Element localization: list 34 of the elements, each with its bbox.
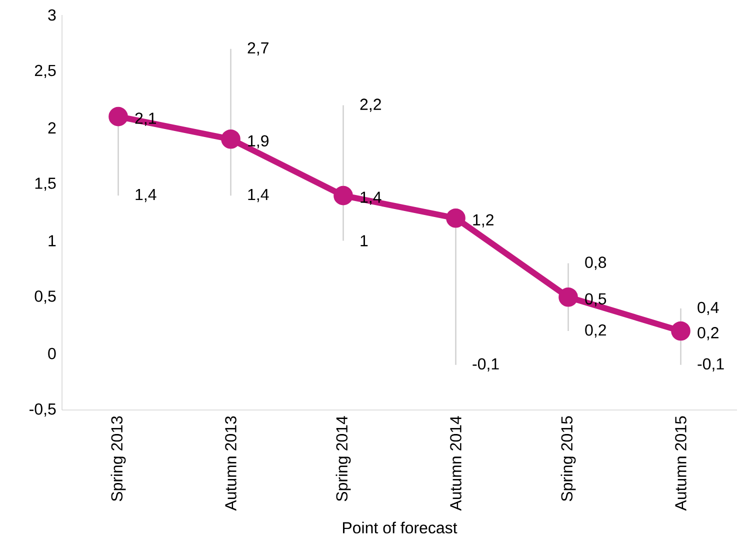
y-tick-label: 0,5 xyxy=(34,290,56,304)
point xyxy=(446,208,466,228)
x-tick-label: Autumn 2014 xyxy=(450,416,462,511)
y-tick-label: 0 xyxy=(48,348,56,360)
data-label: 0,2 xyxy=(698,327,718,340)
point xyxy=(334,186,353,206)
y-tick-label: 3 xyxy=(48,9,56,21)
annotation: 1 xyxy=(360,235,368,246)
point xyxy=(108,106,128,126)
x-tick-label: Autumn 2015 xyxy=(675,416,686,511)
x-tick-label: Spring 2014 xyxy=(336,416,351,502)
annotation: 0,2 xyxy=(585,324,606,338)
data-label: 1,2 xyxy=(473,214,494,228)
point xyxy=(221,129,240,149)
annotation: 0,4 xyxy=(698,302,719,316)
point xyxy=(671,321,690,341)
y-tick-label: -0,5 xyxy=(30,403,56,417)
annotation: 1,4 xyxy=(248,189,269,202)
x-axis-title: Point of forecast xyxy=(343,522,458,534)
y-tick-label: 2,5 xyxy=(34,64,56,78)
y-tick-label: 2 xyxy=(48,122,56,134)
annotation: -0,1 xyxy=(698,358,724,372)
annotation: 0,8 xyxy=(585,256,606,270)
x-tick-label: Spring 2015 xyxy=(560,416,576,502)
annotation: 1,4 xyxy=(136,189,156,202)
y-tick-label: 1,5 xyxy=(35,178,56,191)
point xyxy=(558,287,578,307)
annotation: 2,2 xyxy=(360,98,381,112)
annotation: 2,7 xyxy=(248,42,268,56)
annotation: -0,1 xyxy=(472,358,499,372)
y-tick-label: 1 xyxy=(48,235,56,246)
x-tick-label: Autumn 2013 xyxy=(225,416,236,511)
x-tick-label: Spring 2013 xyxy=(110,416,126,502)
data-label: 1,9 xyxy=(248,135,268,148)
